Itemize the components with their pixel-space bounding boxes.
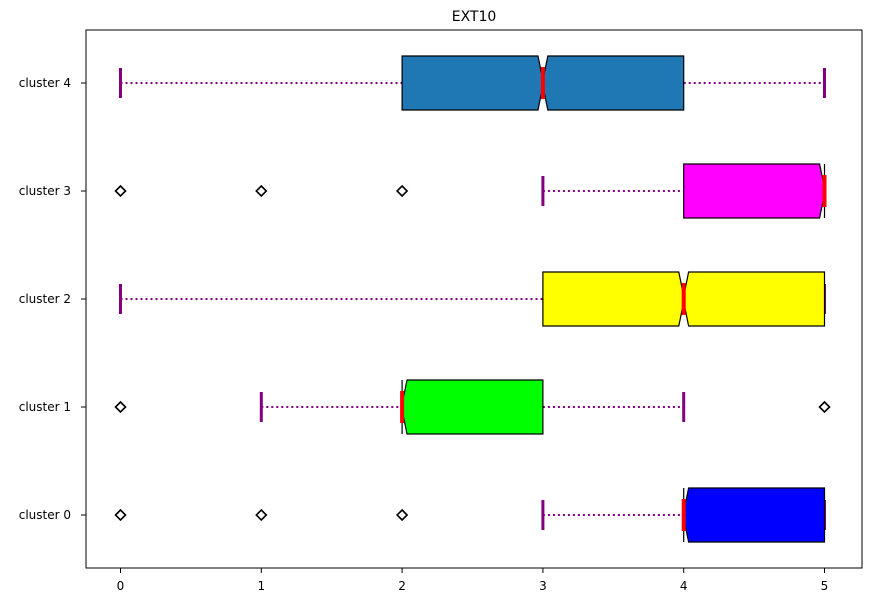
y-tick-label: cluster 3	[19, 184, 71, 198]
box	[683, 163, 826, 219]
outlier-point	[114, 400, 127, 414]
x-tick-label: 1	[257, 579, 265, 593]
axes-frame	[85, 29, 863, 569]
x-tick-label: 2	[398, 579, 406, 593]
box	[683, 487, 826, 543]
x-tick-label: 4	[680, 579, 688, 593]
y-tick-label: cluster 1	[19, 400, 71, 414]
y-tick-label: cluster 0	[19, 508, 71, 522]
outlier-point	[114, 508, 127, 522]
chart-title: EXT10	[452, 9, 497, 25]
outlier-point	[818, 400, 831, 414]
outlier-point	[255, 508, 268, 522]
box	[401, 379, 544, 435]
x-tick-label: 3	[539, 579, 547, 593]
outlier-point	[395, 508, 409, 522]
outlier-point	[114, 184, 127, 198]
x-tick-label: 5	[821, 579, 829, 593]
y-tick-label: cluster 2	[19, 292, 71, 306]
outlier-point	[255, 184, 268, 198]
outlier-point	[395, 184, 409, 198]
x-tick-label: 0	[117, 579, 125, 593]
plot-area: 0 1 2 3 4 5 cluster 0 cluster 1 cluster 2 cluster…	[19, 55, 831, 593]
y-tick-label: cluster 4	[19, 76, 71, 90]
